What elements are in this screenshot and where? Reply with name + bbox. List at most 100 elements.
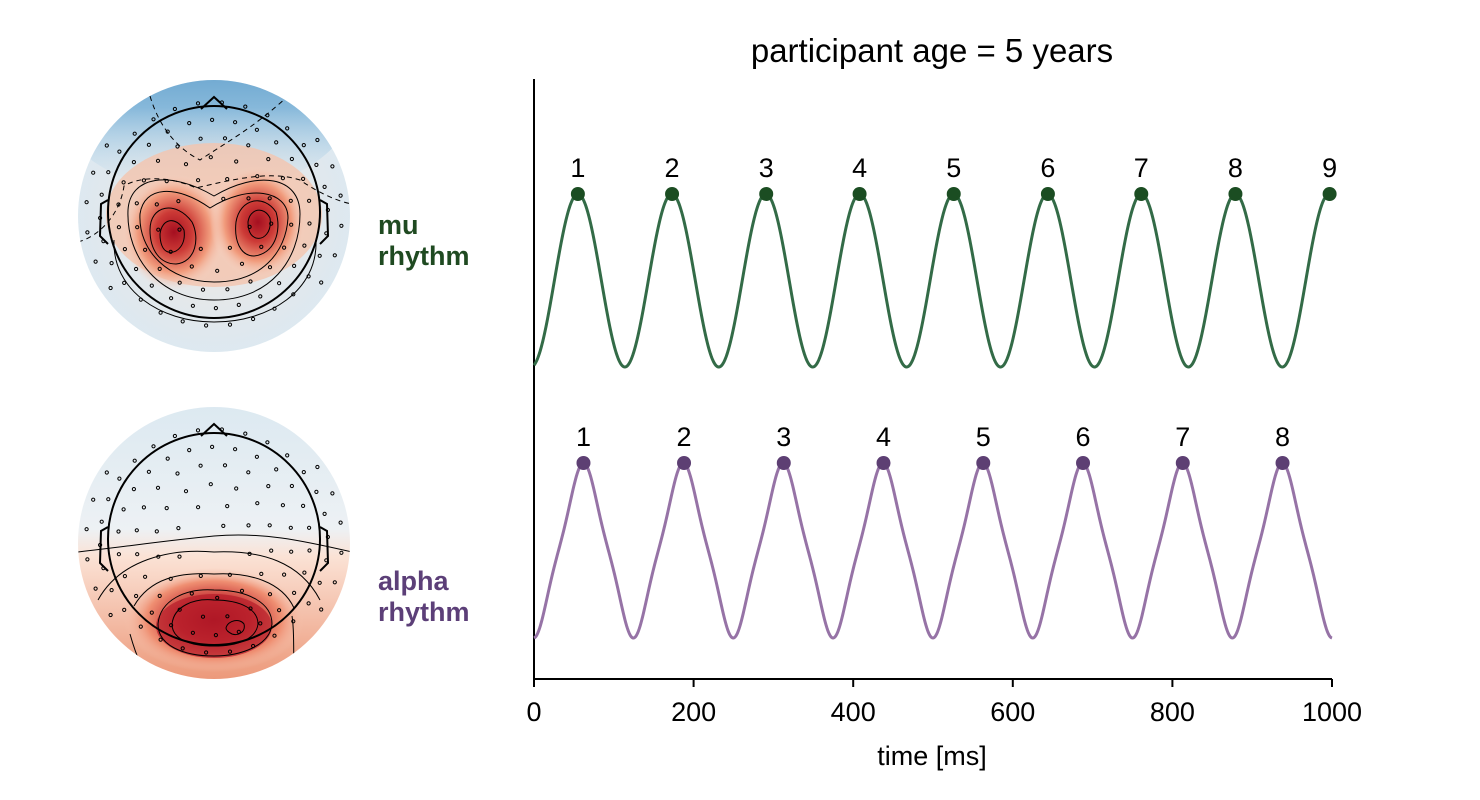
sensor-dot-mu-64	[307, 221, 312, 226]
sensor-dot-mu-59	[254, 127, 259, 132]
sensor-dot-alpha-104	[104, 470, 109, 475]
series-label-mu: mu rhythm	[378, 210, 470, 272]
peak-label-alpha-1: 1	[576, 422, 591, 452]
sensor-dot-alpha-27	[177, 607, 182, 612]
sensor-dot-mu-62	[301, 176, 306, 181]
sensor-dot-alpha-61	[289, 483, 294, 489]
sensor-dot-mu-84	[243, 104, 248, 109]
sensor-dot-alpha-17	[164, 506, 169, 511]
sensor-dot-mu-25	[225, 287, 230, 292]
peak-marker-alpha-8	[1275, 456, 1290, 470]
sensor-dot-alpha-34	[175, 471, 180, 476]
sensor-dot-alpha-75	[98, 542, 103, 548]
peak-label-mu-3: 3	[759, 153, 774, 183]
peak-marker-mu-7	[1134, 187, 1149, 201]
series-line-mu	[532, 192, 1333, 369]
sensor-dot-alpha-16	[154, 529, 159, 534]
sensor-dot-alpha-74	[101, 566, 106, 571]
sensor-dot-alpha-3	[227, 572, 232, 577]
sensor-dot-mu-43	[236, 302, 241, 307]
sensor-dot-alpha-1	[246, 523, 251, 528]
sensor-dot-alpha-62	[301, 503, 306, 508]
sensor-dot-alpha-47	[149, 610, 154, 615]
sensor-dot-alpha-100	[93, 586, 98, 591]
sensor-dot-mu-15	[156, 227, 161, 232]
sensor-dot-alpha-67	[277, 608, 282, 613]
sensor-dot-alpha-10	[259, 571, 264, 577]
topomap-mu	[78, 80, 350, 352]
sensor-dot-mu-57	[210, 117, 215, 123]
sensor-dot-alpha-49	[122, 574, 128, 579]
sensor-dot-mu-5	[177, 227, 182, 232]
chart-title: participant age = 5 years	[751, 32, 1113, 69]
sensor-dot-mu-74	[101, 239, 106, 244]
sensor-dot-alpha-46	[169, 623, 174, 628]
sensor-dot-mu-24	[248, 279, 253, 284]
sensor-dot-alpha-73	[109, 588, 114, 593]
peak-label-mu-6: 6	[1040, 153, 1055, 183]
peak-marker-mu-2	[665, 187, 680, 201]
sensor-dot-mu-102	[84, 200, 89, 205]
sensor-dot-mu-88	[314, 162, 319, 167]
sensor-dot-mu-50	[116, 225, 122, 230]
sensor-dot-alpha-19	[208, 482, 213, 487]
peak-label-mu-8: 8	[1228, 153, 1243, 183]
sensor-dot-alpha-66	[292, 590, 297, 596]
topomap-alpha	[78, 407, 350, 679]
sensor-dot-mu-38	[266, 157, 271, 162]
peak-label-alpha-5: 5	[976, 422, 991, 452]
sensor-dot-mu-6	[176, 199, 181, 204]
sensor-dot-mu-35	[198, 136, 203, 141]
sensor-dot-mu-49	[122, 247, 128, 252]
sensor-dot-mu-11	[239, 261, 245, 266]
sensor-dot-alpha-69	[180, 646, 185, 651]
sensor-dot-mu-99	[108, 285, 113, 291]
peak-marker-alpha-7	[1175, 456, 1190, 470]
peak-label-alpha-3: 3	[776, 422, 791, 452]
sensor-dot-mu-22	[267, 196, 272, 201]
sensor-dot-mu-91	[324, 231, 329, 236]
peak-label-mu-2: 2	[665, 153, 680, 183]
peak-label-alpha-6: 6	[1076, 422, 1091, 452]
peak-marker-mu-4	[852, 187, 867, 201]
peak-marker-mu-5	[946, 187, 961, 201]
sensor-dot-alpha-102	[84, 527, 89, 532]
peak-label-mu-1: 1	[570, 153, 585, 183]
sensor-dot-mu-98	[204, 323, 209, 328]
sensor-dot-alpha-45	[190, 630, 195, 635]
sensor-dot-alpha-99	[108, 612, 113, 618]
sensor-dot-mu-37	[246, 143, 251, 148]
sensor-dot-alpha-77	[106, 497, 111, 502]
sensor-dot-alpha-33	[155, 485, 161, 490]
sensor-dot-alpha-70	[158, 637, 163, 642]
sensor-dot-mu-28	[157, 266, 162, 271]
sensor-dot-alpha-86	[285, 453, 290, 458]
sensor-dot-mu-81	[172, 106, 177, 112]
sensor-dot-mu-85	[265, 113, 270, 118]
sensor-dot-mu-48	[134, 266, 139, 272]
sensor-dot-alpha-4	[198, 573, 203, 579]
sensor-dot-alpha-91	[324, 558, 329, 563]
sensor-dot-alpha-28	[157, 593, 162, 599]
sensor-dot-alpha-13	[189, 591, 194, 596]
sensor-dot-mu-7	[196, 178, 201, 183]
sensor-dot-alpha-60	[274, 467, 279, 472]
sensor-dot-mu-42	[282, 245, 287, 250]
sensor-dot-alpha-105	[315, 464, 320, 470]
sensor-dot-mu-51	[116, 202, 121, 207]
sensor-dot-alpha-71	[138, 624, 143, 629]
sensor-dot-mu-3	[227, 245, 232, 250]
sensor-dot-mu-0	[221, 196, 226, 201]
peak-marker-mu-8	[1228, 187, 1243, 201]
sensor-dot-alpha-64	[307, 548, 312, 553]
sensor-dots-alpha	[84, 427, 344, 655]
sensor-dot-alpha-59	[254, 454, 259, 459]
x-tick-label-3: 600	[990, 697, 1035, 727]
sensor-dot-alpha-30	[135, 552, 140, 557]
x-tick-label-1: 200	[671, 697, 716, 727]
sensor-dot-mu-97	[227, 322, 233, 327]
sensor-dot-alpha-94	[291, 619, 296, 624]
sensor-dot-mu-68	[258, 294, 263, 299]
series-label-mu-line2: rhythm	[378, 241, 470, 271]
